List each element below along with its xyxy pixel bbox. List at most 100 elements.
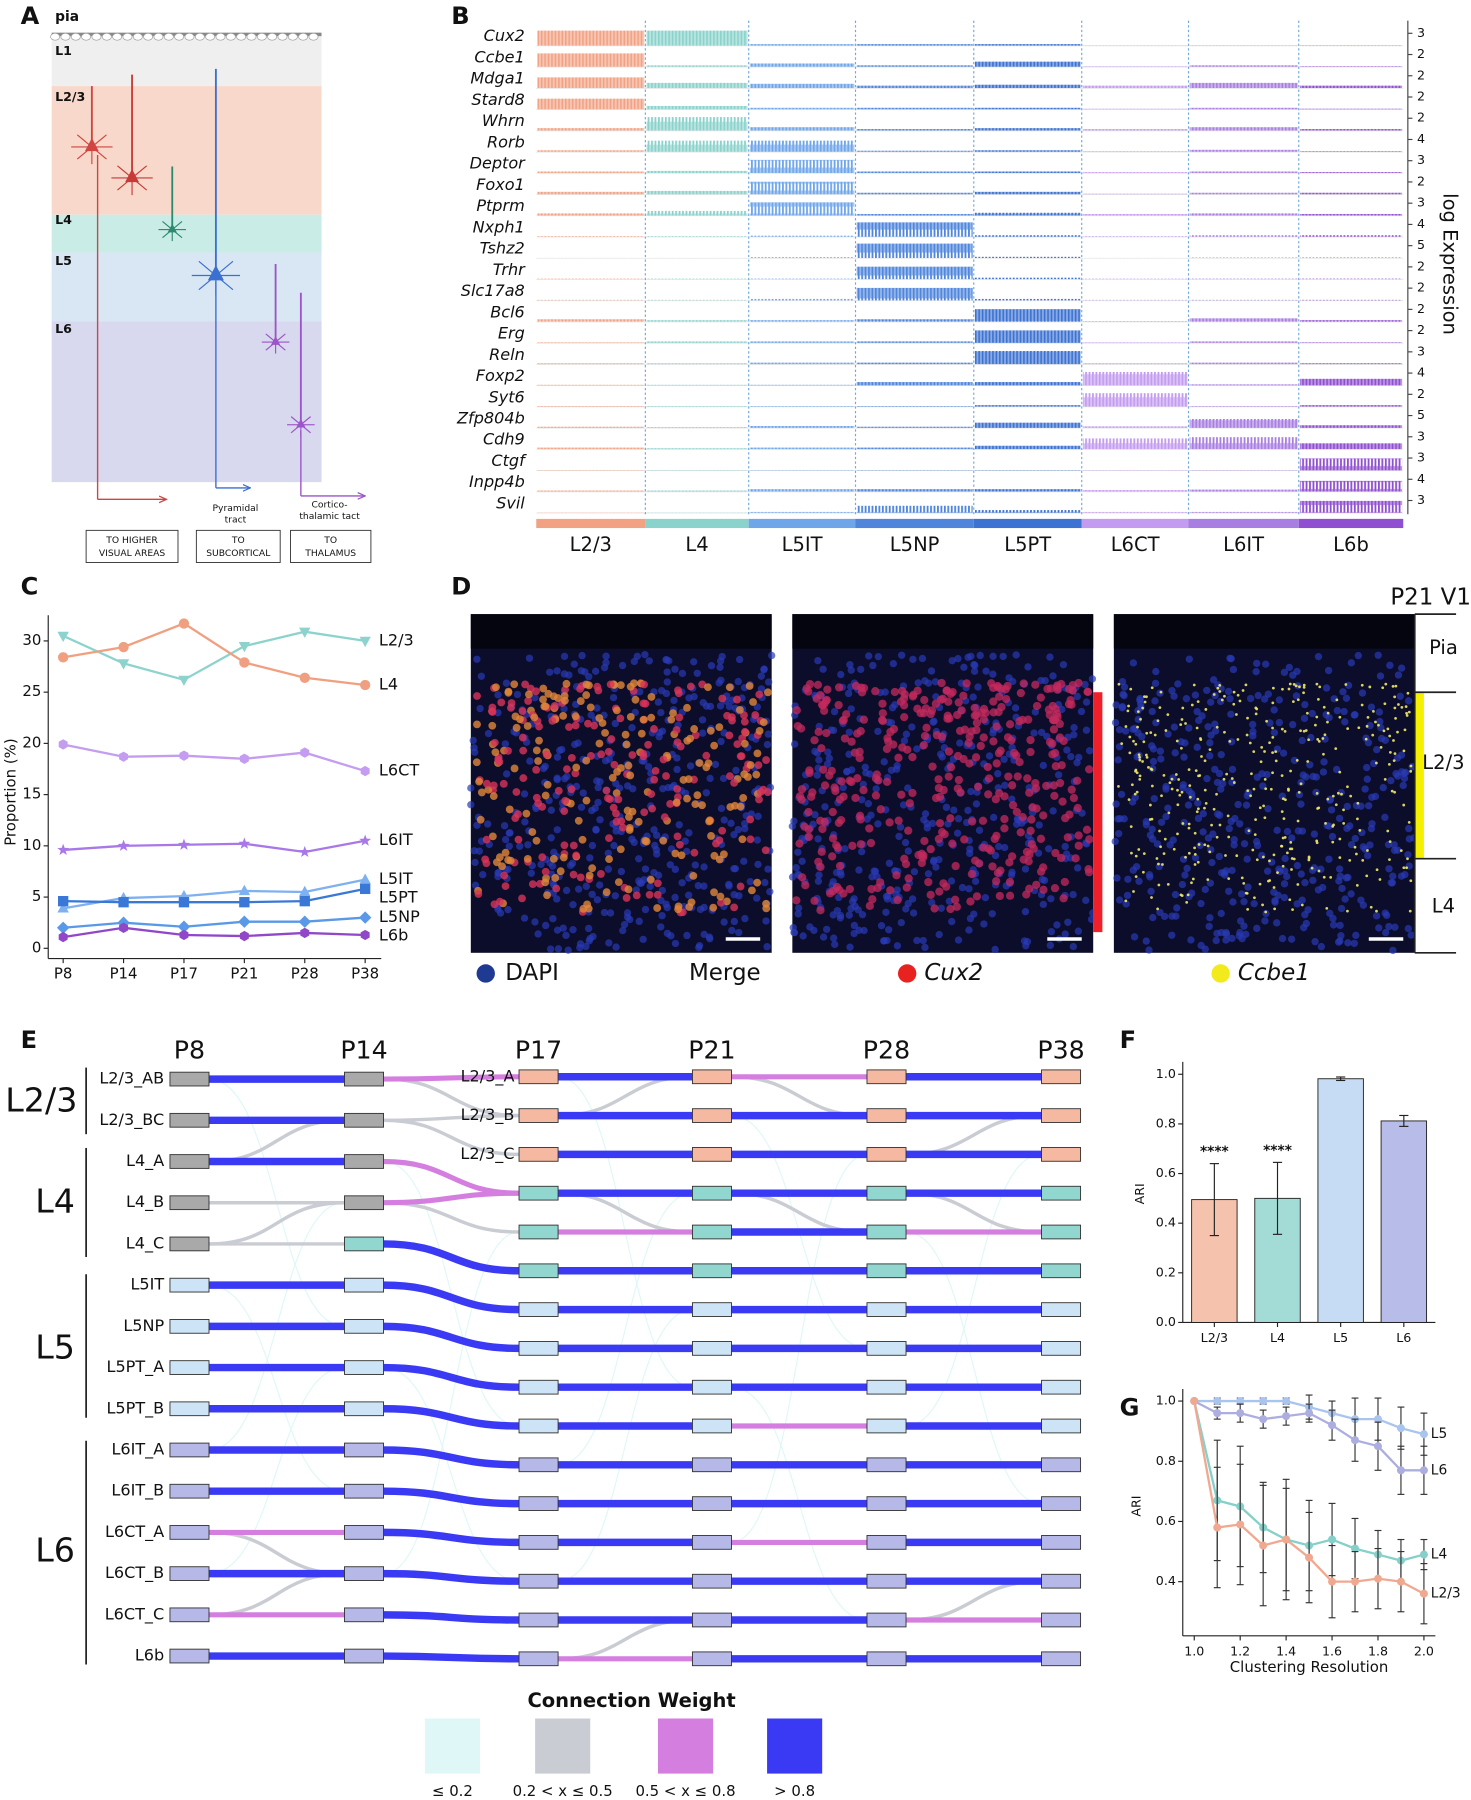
nucleus <box>1365 802 1373 810</box>
expression-track <box>749 257 855 259</box>
micrograph-top <box>1113 614 1415 649</box>
x-tick-label: P28 <box>291 965 319 983</box>
cluster-node <box>169 1401 210 1417</box>
nucleus <box>1120 815 1128 823</box>
signal <box>501 882 510 891</box>
signal <box>1184 722 1187 725</box>
signal <box>1000 814 1009 824</box>
nucleus <box>1046 941 1055 950</box>
signal <box>1130 851 1133 855</box>
gene-label: Ptprm <box>476 196 524 215</box>
nucleus <box>788 873 797 881</box>
signal <box>717 898 725 907</box>
signal <box>1407 821 1411 824</box>
signal <box>595 739 604 748</box>
expression-track <box>1082 66 1188 68</box>
signal <box>847 737 856 746</box>
signal <box>1236 738 1240 741</box>
nucleus <box>520 790 529 798</box>
expression-track <box>856 406 973 407</box>
nucleus <box>1317 942 1326 951</box>
nucleus <box>1113 874 1121 882</box>
point <box>1282 1535 1291 1544</box>
signal <box>1271 735 1275 739</box>
nucleus <box>561 774 569 783</box>
signal <box>1174 773 1178 776</box>
point <box>299 672 310 683</box>
nucleus <box>1148 825 1156 833</box>
nucleus <box>585 937 593 945</box>
y-tick-label: 5 <box>32 887 41 905</box>
nucleus <box>908 895 917 903</box>
nucleus <box>547 806 555 814</box>
nucleus <box>1318 883 1327 892</box>
nucleus <box>909 909 918 917</box>
gene-label: Erg <box>498 324 525 343</box>
signal <box>676 742 685 751</box>
cluster-label: L6IT <box>1223 533 1264 556</box>
nucleus <box>958 883 967 892</box>
signal <box>505 805 514 814</box>
signal <box>1144 753 1148 757</box>
layer-label: L4 <box>55 212 72 227</box>
cluster-node <box>691 1341 732 1356</box>
nucleus <box>1293 861 1302 870</box>
cluster-label: L5PT <box>1004 533 1051 556</box>
expression-track <box>1189 213 1298 216</box>
signal <box>1296 819 1300 823</box>
signal <box>739 794 748 802</box>
layer-band <box>51 32 322 87</box>
signal <box>1392 759 1396 763</box>
nucleus <box>1209 830 1217 838</box>
expression-track <box>646 140 748 153</box>
nucleus <box>1075 753 1083 762</box>
nucleus <box>537 860 545 869</box>
soma <box>125 168 139 183</box>
nucleus <box>1281 854 1289 863</box>
nucleus <box>516 842 524 850</box>
nucleus <box>1151 697 1159 705</box>
nucleus <box>764 865 772 873</box>
signal <box>905 799 914 808</box>
point <box>57 902 69 913</box>
point <box>1396 1424 1405 1433</box>
layer-label: L2/3 <box>1422 751 1464 774</box>
signal <box>1236 693 1240 697</box>
nucleus <box>727 819 735 827</box>
expression-track <box>1299 129 1403 131</box>
signal <box>706 726 715 735</box>
nucleus <box>1328 832 1337 841</box>
nucleus <box>858 796 866 804</box>
gene-label: Ctgf <box>491 451 527 470</box>
nucleus <box>505 842 513 850</box>
signal <box>966 897 975 906</box>
signal <box>500 871 509 880</box>
signal <box>1117 784 1120 788</box>
pia-cell <box>50 32 61 41</box>
nucleus <box>467 784 475 792</box>
nucleus <box>1153 840 1162 848</box>
signal <box>1258 882 1262 886</box>
nucleus <box>1326 795 1335 803</box>
cluster-node <box>344 1566 384 1581</box>
nucleus <box>1289 671 1297 679</box>
signal <box>753 878 762 887</box>
signal <box>1396 730 1399 734</box>
expression-track <box>856 85 973 89</box>
signal <box>647 790 656 798</box>
signal <box>491 748 500 757</box>
signal <box>1402 866 1406 870</box>
cluster-node <box>169 1195 210 1211</box>
nucleus <box>991 945 999 954</box>
signal <box>691 800 700 809</box>
expression-track <box>1082 393 1188 407</box>
cluster-node <box>169 1648 210 1664</box>
track-max-label: 3 <box>1417 25 1425 40</box>
signal <box>959 691 968 700</box>
cluster-node <box>518 1302 559 1317</box>
nucleus <box>1146 831 1155 839</box>
cluster-node <box>866 1457 907 1473</box>
nucleus <box>1037 728 1046 737</box>
signal <box>1026 735 1035 745</box>
nucleus <box>1285 663 1294 672</box>
